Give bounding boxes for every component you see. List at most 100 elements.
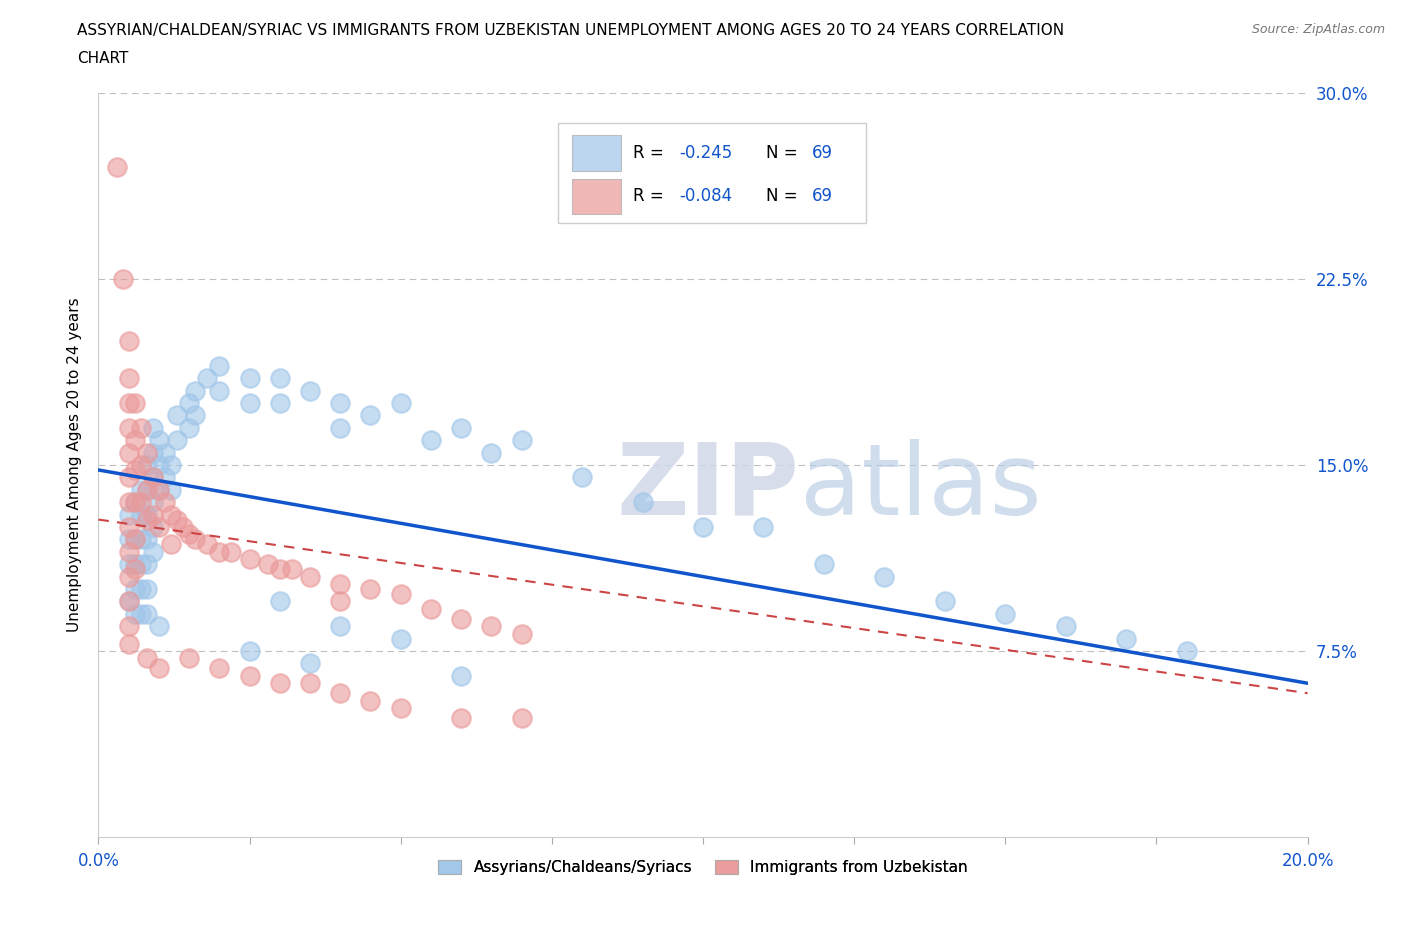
Text: N =: N = [766,188,803,206]
Point [142,507,165,522]
Point [481,445,503,460]
Point [124,532,146,547]
Point [118,371,141,386]
Point [510,711,533,725]
Point [1175,644,1198,658]
Point [239,669,262,684]
Point [129,483,152,498]
Point [571,470,593,485]
Point [160,507,183,522]
Point [329,618,352,633]
Point [135,512,157,527]
Point [105,160,128,175]
Point [299,676,322,691]
Point [179,651,201,666]
Point [420,432,443,447]
Point [118,445,141,460]
Point [208,383,231,398]
Point [389,631,412,646]
Point [184,383,207,398]
FancyBboxPatch shape [572,179,621,214]
Point [281,562,304,577]
Point [239,395,262,410]
Point [129,557,152,572]
Text: -0.245: -0.245 [679,144,733,162]
Point [124,432,146,447]
Text: CHART: CHART [77,51,129,66]
Point [118,594,141,609]
Point [142,495,165,510]
Point [142,544,165,559]
Point [239,644,262,658]
Text: atlas: atlas [800,439,1042,536]
Point [124,462,146,477]
Text: Source: ZipAtlas.com: Source: ZipAtlas.com [1251,23,1385,36]
Point [124,562,146,577]
Point [135,606,157,621]
Point [118,507,141,522]
Point [148,520,170,535]
Point [450,420,472,435]
Point [118,532,141,547]
Point [129,532,152,547]
Point [329,395,352,410]
Text: R =: R = [633,144,669,162]
Point [239,551,262,566]
Point [118,594,141,609]
Point [118,395,141,410]
Point [160,483,183,498]
Point [221,544,243,559]
Point [160,458,183,472]
Point [481,618,503,633]
Point [329,685,352,700]
Point [153,470,176,485]
Point [129,581,152,596]
Point [118,420,141,435]
Point [166,512,188,527]
Point [124,581,146,596]
Point [329,577,352,591]
Point [142,470,165,485]
Text: -0.084: -0.084 [679,188,733,206]
Text: ASSYRIAN/CHALDEAN/SYRIAC VS IMMIGRANTS FROM UZBEKISTAN UNEMPLOYMENT AMONG AGES 2: ASSYRIAN/CHALDEAN/SYRIAC VS IMMIGRANTS F… [77,23,1064,38]
Point [135,483,157,498]
Point [450,611,472,626]
Point [148,661,170,676]
Point [239,371,262,386]
Point [208,544,231,559]
Point [360,581,382,596]
Point [269,676,291,691]
Point [510,626,533,641]
Point [269,371,291,386]
Point [129,606,152,621]
Point [124,557,146,572]
Point [118,520,141,535]
Point [184,408,207,423]
Point [195,537,218,551]
Point [1054,618,1077,633]
Point [179,527,201,542]
Point [124,606,146,621]
Point [129,495,152,510]
Point [389,700,412,715]
Point [153,495,176,510]
Point [269,562,291,577]
Point [420,602,443,617]
Y-axis label: Unemployment Among Ages 20 to 24 years: Unemployment Among Ages 20 to 24 years [67,298,83,632]
Point [299,383,322,398]
Point [256,557,278,572]
Point [135,483,157,498]
Point [166,408,188,423]
FancyBboxPatch shape [572,136,621,171]
Point [269,395,291,410]
Point [179,395,201,410]
Point [118,470,141,485]
Point [360,408,382,423]
Point [148,618,170,633]
Point [142,520,165,535]
Point [148,483,170,498]
Point [124,495,146,510]
Point [329,594,352,609]
Point [184,532,207,547]
Point [389,587,412,602]
